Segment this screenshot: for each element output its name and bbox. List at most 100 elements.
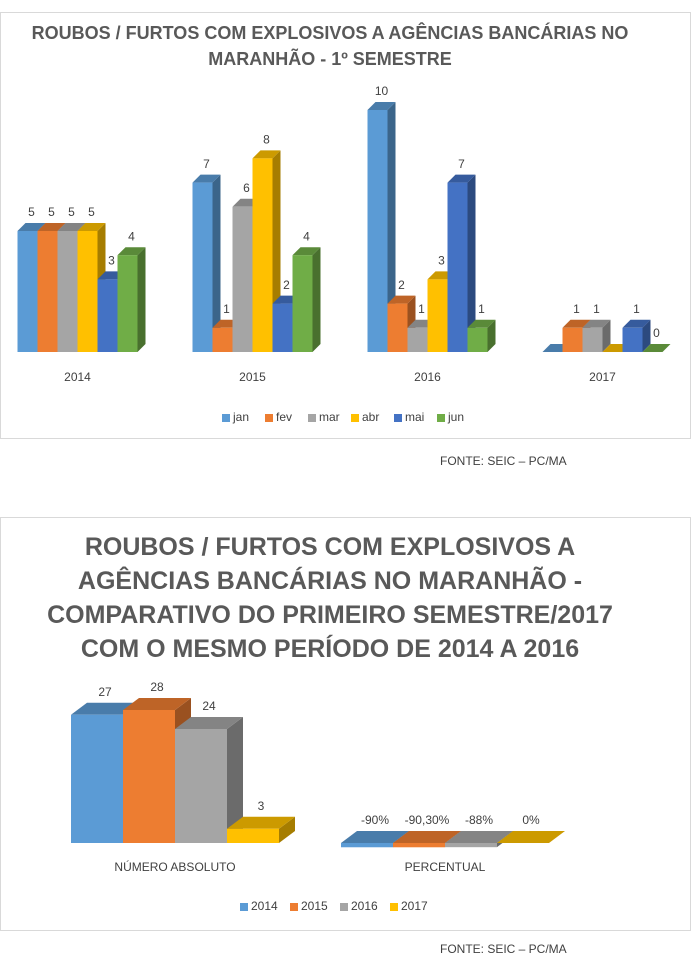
legend-swatch [308,414,316,422]
bar [192,182,213,352]
bar [407,327,428,352]
data-label: 1 [593,302,600,316]
data-label: -90,30% [405,813,450,827]
data-label: 2 [283,278,290,292]
bar-side [487,319,496,352]
bar [212,327,233,352]
legend-label: 2014 [251,899,278,913]
legend-swatch [394,414,402,422]
data-label: 4 [303,229,310,243]
source-note: FONTE: SEIC – PC/MA [440,942,567,956]
bar [71,714,123,843]
bar-side [467,174,476,352]
data-label: 28 [150,680,164,694]
data-label: 3 [438,254,445,268]
bar-top [393,831,461,843]
x-tick-label: PERCENTUAL [405,860,486,874]
x-tick-label: 2014 [64,370,91,384]
bar-top [582,319,611,328]
bar [57,231,78,352]
bar [227,828,279,843]
data-label: 1 [478,302,485,316]
bar [582,327,603,352]
bar [367,110,388,352]
bar-side [312,247,321,352]
bar [562,327,583,352]
legend-label: mai [405,410,424,424]
data-label: 1 [573,302,580,316]
bar-side [279,816,295,843]
legend-swatch [351,414,359,422]
data-label: 8 [263,133,270,147]
chart-title: ROUBOS / FURTOS COM EXPLOSIVOS A AGÊNCIA… [31,23,629,69]
bar-top [252,150,281,159]
legend-label: mar [319,410,340,424]
bar-top [117,247,146,256]
x-tick-label: 2015 [239,370,266,384]
data-label: 2 [398,278,405,292]
bar-top [387,295,416,304]
legend-label: 2016 [351,899,378,913]
bar-top [192,174,221,183]
legend-swatch [240,903,248,911]
legend-label: fev [276,410,292,424]
bar-top [123,698,191,710]
bar [292,255,313,352]
legend-swatch [222,414,230,422]
bar [341,843,393,848]
x-tick-label: 2017 [589,370,616,384]
bar-top [71,702,139,715]
data-label: 10 [375,84,389,98]
bar-top [622,319,651,328]
bar-top [445,831,513,843]
bar-side [212,174,221,352]
bar-top [77,223,106,231]
data-label: 5 [48,205,55,219]
data-label: 5 [68,205,75,219]
bar [622,327,643,352]
bar [232,206,253,352]
data-label: 4 [128,229,135,243]
bar [77,231,98,352]
bar-side [227,717,243,843]
bar [393,843,445,848]
bar-side [642,319,651,352]
bar [252,158,273,352]
data-label: 24 [202,699,216,713]
bar [37,231,58,352]
bar-top [341,831,409,843]
bar-top [467,319,496,328]
data-label: -90% [361,813,389,827]
bar [445,843,497,848]
bar [387,303,408,352]
legend-label: 2017 [401,899,428,913]
data-label: 6 [243,181,250,195]
chart-frame [0,12,691,439]
data-label: 7 [203,157,210,171]
bar-top [175,717,243,729]
x-tick-label: 2016 [414,370,441,384]
data-label: 1 [633,302,640,316]
bar [467,327,488,352]
legend-swatch [390,903,398,911]
legend-swatch [340,903,348,911]
x-tick-label: NÚMERO ABSOLUTO [114,859,235,874]
bar-side [137,247,146,352]
data-label: -88% [465,813,493,827]
legend-label: jan [232,410,249,424]
bar [175,729,227,843]
bar-side [387,102,396,352]
legend-swatch [290,903,298,911]
data-label: 0% [522,813,540,827]
data-label: 1 [223,302,230,316]
bar-top [37,223,66,231]
bar-top [292,247,321,256]
legend-label: abr [362,410,379,424]
legend-label: 2015 [301,899,328,913]
bar-top [497,831,565,843]
bar-top [562,319,591,328]
bar-top [227,816,295,829]
data-label: 3 [108,254,115,268]
bar-top [57,223,86,231]
bar-side [602,319,611,352]
